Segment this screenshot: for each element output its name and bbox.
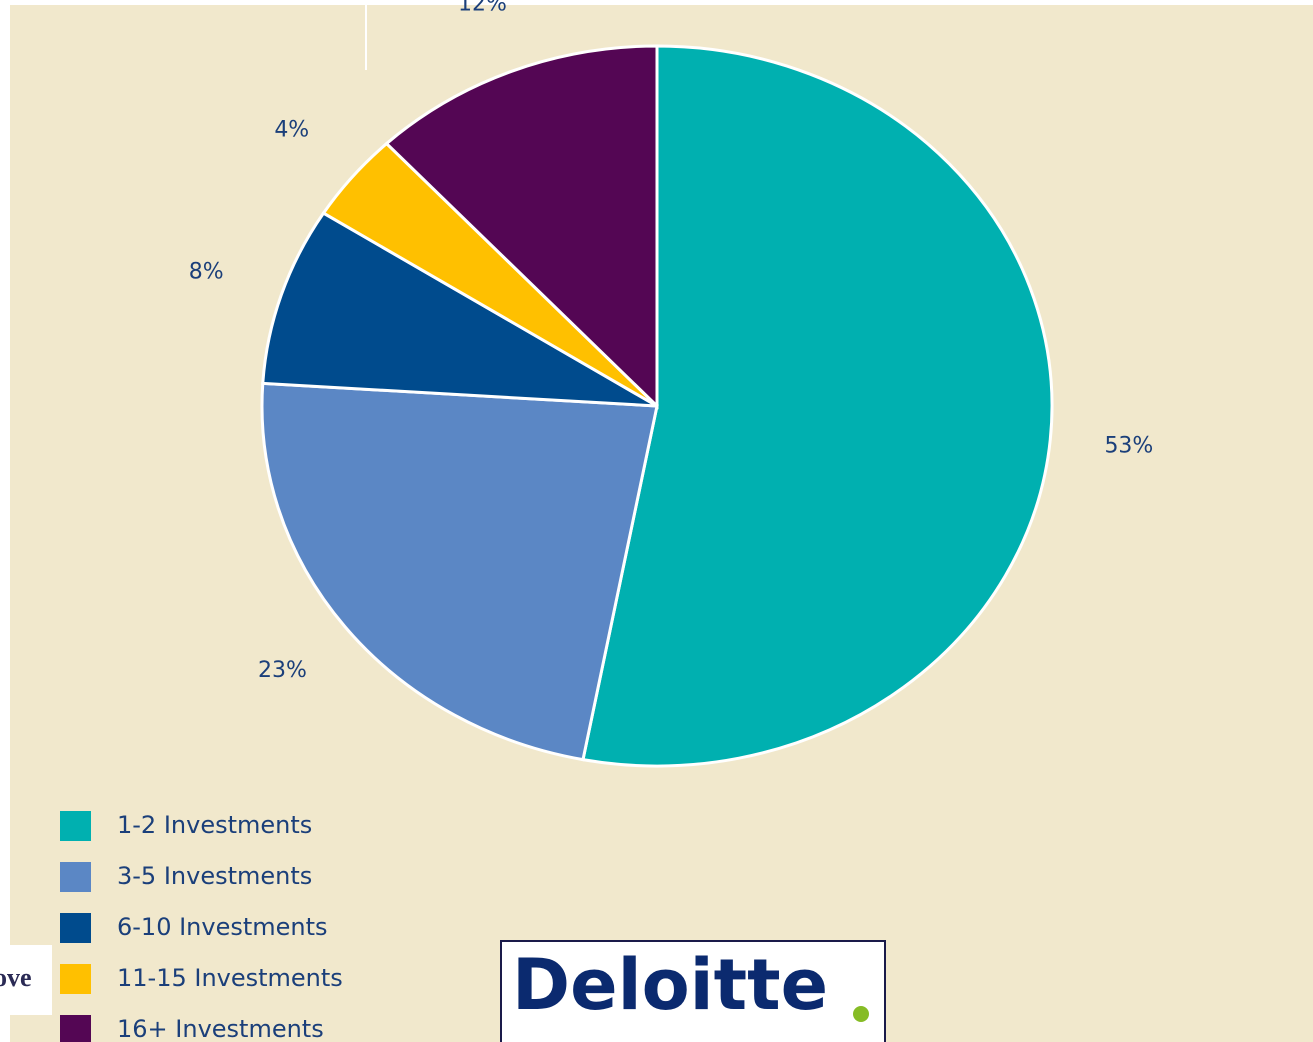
legend-label: 6-10 Investments — [117, 913, 328, 941]
pie-slice — [581, 44, 1054, 768]
legend-swatch — [60, 811, 91, 841]
fragment-text: ove — [0, 963, 32, 992]
data-label: 12% — [458, 0, 507, 16]
legend-label: 3-5 Investments — [117, 862, 312, 890]
logo-box — [500, 940, 886, 1042]
data-label: 53% — [1104, 434, 1153, 459]
data-label: 23% — [258, 658, 307, 683]
legend-swatch — [60, 913, 91, 943]
logo-dot — [853, 1006, 869, 1022]
legend-label: 11-15 Investments — [117, 964, 343, 992]
legend-label: 16+ Investments — [117, 1015, 324, 1042]
fragment-box — [0, 945, 52, 1015]
pie-slice — [260, 381, 659, 762]
legend-swatch — [60, 862, 91, 892]
legend-swatch — [60, 1015, 91, 1042]
legend: 1-2 Investments 3-5 Investments 6-10 Inves… — [60, 811, 343, 1042]
logo-text: Deloitte — [512, 944, 828, 1026]
pie: 53% 23% 8% 4% 12% — [189, 0, 1153, 768]
data-label: 4% — [274, 118, 309, 143]
pie-slice — [261, 211, 658, 408]
legend-swatch — [60, 964, 91, 994]
pie-slice — [384, 44, 659, 410]
data-label: 8% — [189, 260, 224, 285]
legend-label: 1-2 Investments — [117, 811, 312, 839]
